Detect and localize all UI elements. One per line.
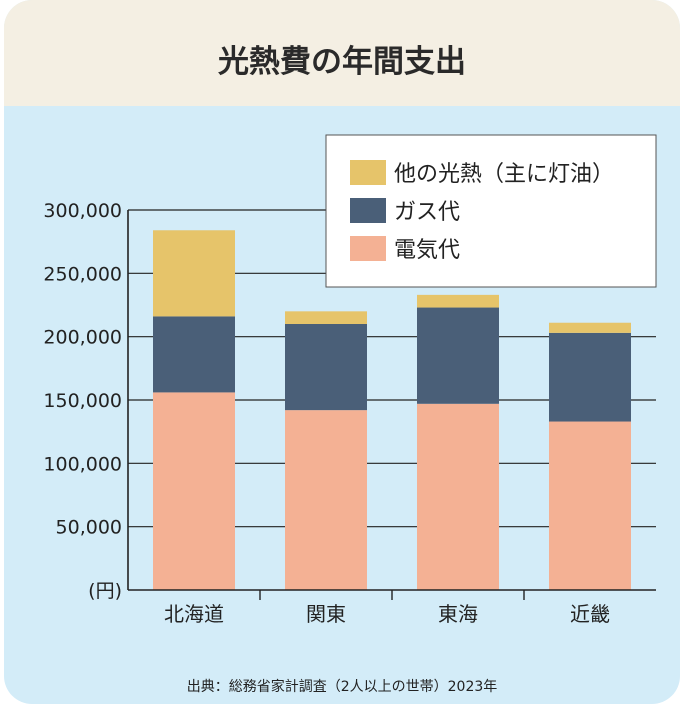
bar-segment bbox=[417, 294, 499, 308]
source-note: 出典：総務省家計調査（2人以上の世帯）2023年 bbox=[186, 679, 498, 695]
legend-swatch bbox=[350, 198, 386, 223]
stacked-bar-chart: (円) 50,000 100,000 150,000 200,000 250,000 300… bbox=[43, 134, 657, 626]
x-tick-label: 北海道 bbox=[164, 602, 224, 626]
bar-segment bbox=[417, 403, 499, 590]
legend-label: 他の光熱（主に灯油） bbox=[394, 162, 614, 187]
bar-segment bbox=[549, 421, 631, 590]
bar-segment bbox=[549, 322, 631, 333]
legend-swatch bbox=[350, 236, 386, 261]
bar-segment bbox=[153, 392, 235, 590]
title-banner: 光熱費の年間支出 bbox=[4, 0, 680, 106]
y-tick-label: 100,000 bbox=[43, 453, 122, 475]
legend-label: ガス代 bbox=[394, 200, 460, 225]
chart-title: 光熱費の年間支出 bbox=[218, 44, 466, 80]
chart-card: 光熱費の年間支出 (円) 50,000 100,000 150,000 200,000 2… bbox=[4, 0, 680, 704]
y-tick-label: 150,000 bbox=[43, 390, 122, 412]
y-tick-label: 250,000 bbox=[43, 263, 122, 285]
y-tick-label: (円) bbox=[88, 580, 122, 602]
y-tick-label: 300,000 bbox=[43, 200, 122, 222]
legend-label: 電気代 bbox=[394, 238, 460, 263]
bar-segment bbox=[285, 324, 367, 411]
bar-segment bbox=[285, 410, 367, 590]
x-tick-label: 近畿 bbox=[570, 602, 610, 626]
x-tick-label: 関東 bbox=[306, 602, 346, 626]
bar-segment bbox=[417, 307, 499, 404]
bar-segment bbox=[153, 230, 235, 317]
x-tick-label: 東海 bbox=[438, 602, 478, 626]
y-tick-label: 50,000 bbox=[56, 517, 122, 539]
bar-segment bbox=[549, 332, 631, 422]
bar-segment bbox=[153, 316, 235, 393]
legend-swatch bbox=[350, 160, 386, 185]
bar-segment bbox=[285, 311, 367, 324]
y-tick-label: 200,000 bbox=[43, 327, 122, 349]
